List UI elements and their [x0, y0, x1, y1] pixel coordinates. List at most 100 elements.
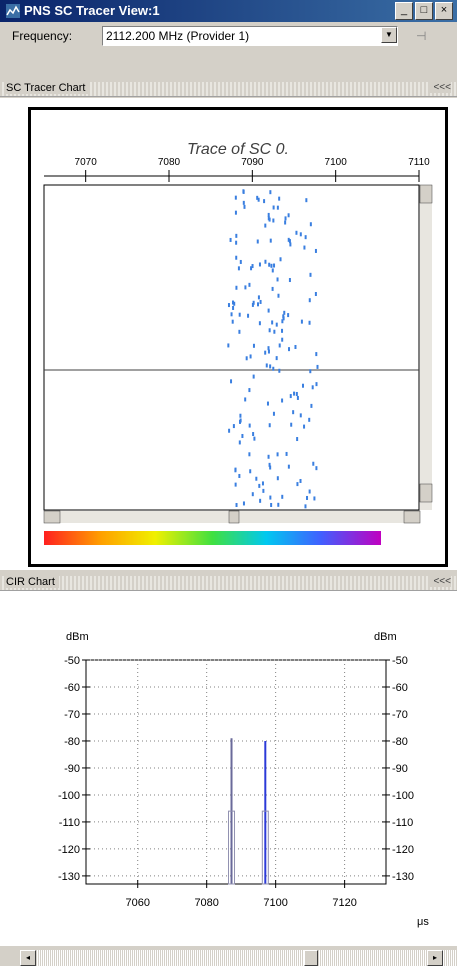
- tracer-point: [234, 482, 237, 487]
- tracer-point: [283, 310, 286, 315]
- tracer-point: [269, 364, 272, 369]
- frequency-select[interactable]: 2112.200 MHz (Provider 1) ▼: [102, 26, 398, 46]
- tracer-point: [268, 262, 271, 267]
- tracer-point: [316, 364, 319, 369]
- tracer-point: [309, 222, 312, 227]
- cir-y-tick-label-right: -110: [392, 817, 413, 829]
- tracer-point: [282, 316, 285, 321]
- tracer-point: [244, 285, 247, 290]
- frequency-value: 2112.200 MHz (Provider 1): [106, 29, 250, 43]
- tracer-point: [263, 199, 266, 204]
- cir-collapse-button[interactable]: <<<: [430, 576, 451, 587]
- tracer-point: [227, 303, 230, 308]
- tracer-point: [265, 363, 268, 368]
- tracer-point: [258, 483, 261, 488]
- tracer-point: [261, 481, 264, 486]
- cir-y-tick-label: -60: [64, 682, 80, 694]
- window-hscroll-thumb[interactable]: [304, 950, 318, 966]
- tracer-point: [235, 255, 238, 260]
- tracer-point: [231, 319, 234, 324]
- tracer-point: [270, 263, 273, 268]
- tracer-point: [237, 266, 240, 271]
- tracer-point: [296, 437, 299, 442]
- tracer-point: [248, 282, 251, 287]
- tracer-scroll-up-button[interactable]: [419, 184, 433, 204]
- cir-section-header[interactable]: CIR Chart <<<: [0, 576, 457, 591]
- tracer-point: [238, 473, 241, 478]
- tracer-scroll-right-button[interactable]: [403, 510, 421, 524]
- title-bar[interactable]: PNS SC Tracer View:1 _ □ ×: [0, 0, 457, 22]
- tracer-point: [288, 347, 291, 352]
- window-scroll-left-button[interactable]: ◂: [20, 950, 36, 966]
- tracer-plot-area: [43, 184, 420, 511]
- tracer-hscroll-thumb[interactable]: [228, 510, 240, 524]
- tracer-point: [229, 237, 232, 242]
- cir-y-tick-label-right: -50: [392, 655, 408, 667]
- tracer-point: [252, 343, 255, 348]
- window-title: PNS SC Tracer View:1: [24, 3, 160, 18]
- tracer-x-tick-label: 7080: [158, 157, 181, 168]
- tracer-point: [268, 328, 271, 333]
- tracer-point: [233, 301, 236, 306]
- minimize-button[interactable]: _: [395, 2, 413, 20]
- tracer-x-tick-label: 7090: [241, 157, 264, 168]
- close-button[interactable]: ×: [435, 2, 453, 20]
- cir-x-tick-label: 7120: [332, 897, 356, 909]
- tracer-scroll-thumb[interactable]: [419, 483, 433, 503]
- tracer-point: [285, 451, 288, 456]
- tracer-point: [271, 268, 274, 273]
- tracer-point: [300, 319, 303, 324]
- tracer-point: [234, 468, 237, 473]
- tracer-hscroll[interactable]: [43, 510, 421, 524]
- tracer-section-title: SC Tracer Chart: [6, 82, 90, 94]
- cir-x-tick-label: 7100: [263, 897, 287, 909]
- tracer-point: [251, 264, 254, 269]
- tracer-point: [267, 346, 270, 351]
- tracer-point: [238, 312, 241, 317]
- tracer-point: [282, 314, 285, 319]
- tracer-point: [309, 369, 312, 374]
- tracer-point: [287, 213, 290, 218]
- tracer-point: [267, 216, 270, 221]
- tracer-point: [251, 492, 254, 497]
- maximize-button[interactable]: □: [415, 2, 433, 20]
- app-icon: [6, 4, 20, 18]
- tracer-point: [267, 212, 270, 217]
- tracer-point: [312, 461, 315, 466]
- tracer-point: [238, 329, 241, 334]
- tracer-point: [248, 452, 251, 457]
- window-scroll-right-button[interactable]: ▸: [427, 950, 443, 966]
- frequency-row: Frequency: 2112.200 MHz (Provider 1) ▼ ⊣: [0, 24, 457, 50]
- tracer-scroll-left-button[interactable]: [43, 510, 61, 524]
- tracer-point: [264, 259, 267, 264]
- tracer-point: [259, 299, 262, 304]
- tracer-point: [271, 286, 274, 291]
- tracer-section-header[interactable]: SC Tracer Chart <<<: [0, 82, 457, 97]
- tracer-point: [278, 343, 281, 348]
- tracer-point: [253, 436, 256, 441]
- tracer-point: [288, 278, 291, 283]
- tracer-point: [267, 308, 270, 313]
- tracer-point: [314, 292, 317, 297]
- cir-y-tick-label: -100: [58, 790, 80, 802]
- tracer-point: [235, 503, 238, 508]
- pin-icon[interactable]: ⊣: [416, 29, 427, 43]
- dropdown-button[interactable]: ▼: [381, 27, 397, 43]
- tracer-point: [227, 343, 230, 348]
- tracer-point: [299, 413, 302, 418]
- tracer-vscroll[interactable]: [419, 184, 433, 510]
- cir-y-tick-label: -70: [64, 709, 80, 721]
- tracer-point: [239, 259, 242, 264]
- tracer-point: [269, 238, 272, 243]
- tracer-point: [257, 197, 260, 202]
- cir-chart: dBm dBm -50 -50 -60 -60 -70 -70 -80 -80 -90 -90 -1…: [58, 631, 429, 928]
- window-hscrollbar[interactable]: ◂ ▸: [20, 950, 457, 966]
- tracer-point: [252, 432, 255, 437]
- tracer-point: [305, 198, 308, 203]
- tracer-point: [269, 495, 272, 500]
- tracer-point: [249, 469, 252, 474]
- tracer-collapse-button[interactable]: <<<: [430, 82, 451, 93]
- cir-peak-base: [228, 810, 236, 885]
- tracer-point: [242, 189, 245, 194]
